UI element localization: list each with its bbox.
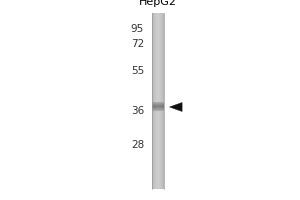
Text: 36: 36	[131, 106, 144, 116]
Text: 55: 55	[131, 66, 144, 76]
Text: 95: 95	[131, 24, 144, 34]
Polygon shape	[169, 102, 182, 112]
Text: 28: 28	[131, 140, 144, 150]
Text: 72: 72	[131, 39, 144, 49]
Text: HepG2: HepG2	[139, 0, 176, 7]
